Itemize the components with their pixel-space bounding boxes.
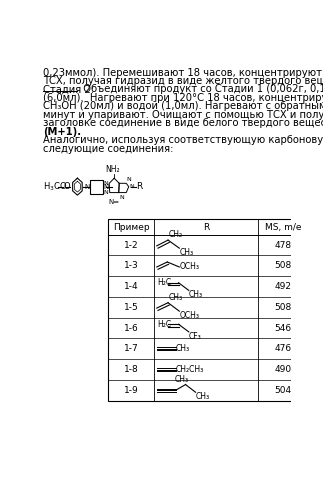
Text: 1-5: 1-5: [124, 303, 139, 312]
Text: CH₂: CH₂: [169, 231, 183, 240]
Text: 1-7: 1-7: [124, 344, 139, 353]
Text: ТСХ, получая гидразид в виде желтого твердого вещества.: ТСХ, получая гидразид в виде желтого тве…: [43, 76, 323, 86]
Text: O: O: [63, 182, 70, 191]
Text: 1-4: 1-4: [124, 282, 139, 291]
Text: MS, m/e: MS, m/e: [265, 223, 301, 232]
Text: 504: 504: [275, 386, 292, 395]
Text: (M+1).: (M+1).: [43, 127, 81, 137]
Text: N=: N=: [109, 199, 120, 205]
Text: CH₃: CH₃: [176, 344, 190, 353]
Text: H₂C: H₂C: [157, 320, 171, 329]
Text: Стадия 2:: Стадия 2:: [43, 84, 94, 94]
Text: (6,0мл).  Нагревают при 120°С 18 часов, концентрируют и обрабатывают: (6,0мл). Нагревают при 120°С 18 часов, к…: [43, 93, 323, 103]
Text: CH₃: CH₃: [195, 392, 210, 401]
Text: Пример: Пример: [113, 223, 150, 232]
Text: 478: 478: [275, 241, 292, 250]
Text: CH₃: CH₃: [189, 290, 203, 299]
Text: CH₂CH₃: CH₂CH₃: [176, 365, 204, 374]
Text: NH₂: NH₂: [105, 165, 120, 174]
Text: заголовке соединение в виде белого твердого вещества, MS: m/e 478: заголовке соединение в виде белого тверд…: [43, 118, 323, 128]
Text: N: N: [127, 177, 131, 182]
Bar: [90, 180, 103, 194]
Text: H$_3$CO: H$_3$CO: [43, 181, 67, 193]
Text: H₂C: H₂C: [157, 278, 171, 287]
Text: Объединяют продукт со Стадии 1 (0,062г, 0,13ммол) и BSA: Объединяют продукт со Стадии 1 (0,062г, …: [78, 84, 323, 94]
Text: N: N: [104, 190, 109, 195]
Text: следующие соединения:: следующие соединения:: [43, 144, 173, 154]
Text: минут и упаривают. Очищают с помощью ТСХ и получают указанное в: минут и упаривают. Очищают с помощью ТСХ…: [43, 110, 323, 120]
Text: CH₃: CH₃: [175, 375, 189, 384]
Text: 1-3: 1-3: [124, 261, 139, 270]
Text: N: N: [103, 181, 108, 186]
Text: 476: 476: [275, 344, 292, 353]
Text: 0,23ммол). Перемешивают 18 часов, концентрируют и очищают с помощью: 0,23ммол). Перемешивают 18 часов, концен…: [43, 67, 323, 77]
Text: N: N: [130, 184, 134, 189]
Text: CH₃: CH₃: [179, 248, 193, 257]
Text: 1-9: 1-9: [124, 386, 139, 395]
Text: 1-8: 1-8: [124, 365, 139, 374]
Text: 490: 490: [275, 365, 292, 374]
Text: N: N: [119, 195, 124, 200]
Text: R: R: [136, 182, 142, 191]
Text: 508: 508: [275, 261, 292, 270]
Bar: [108, 220, 308, 401]
Text: OCH₃: OCH₃: [179, 311, 199, 320]
Text: CF₃: CF₃: [189, 332, 202, 341]
Text: 492: 492: [275, 282, 292, 291]
Text: Аналогично, используя соответствующую карбоновую кислоту, получают: Аналогично, используя соответствующую ка…: [43, 135, 323, 145]
Text: CH₃OH (20мл) и водой (1,0мл). Нагревают с обратным холодильником 30: CH₃OH (20мл) и водой (1,0мл). Нагревают …: [43, 101, 323, 111]
Text: N: N: [84, 184, 90, 190]
Text: R: R: [203, 223, 209, 232]
Text: 508: 508: [275, 303, 292, 312]
Text: 1-2: 1-2: [124, 241, 139, 250]
Text: OCH₃: OCH₃: [179, 262, 199, 271]
Text: 1-6: 1-6: [124, 323, 139, 332]
Text: N: N: [104, 184, 109, 190]
Text: CH₃: CH₃: [169, 293, 183, 302]
Text: 546: 546: [275, 323, 292, 332]
